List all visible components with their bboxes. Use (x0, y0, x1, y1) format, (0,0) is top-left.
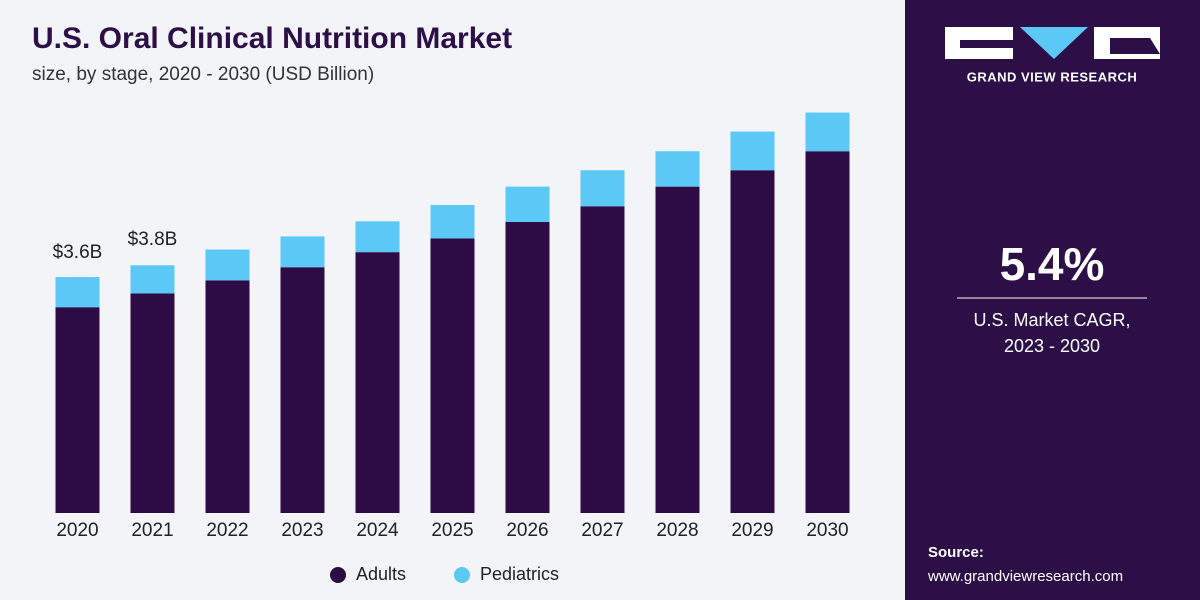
total-label: $3.6B (53, 242, 103, 263)
bar-segment (205, 280, 250, 513)
legend-label: Pediatrics (480, 564, 559, 584)
bar-segment (505, 222, 550, 514)
bar-segment (280, 267, 325, 513)
x-tick-label: 2021 (131, 520, 173, 541)
x-tick-label: 2023 (281, 520, 323, 541)
logo (945, 27, 1160, 59)
source-label: Source: (928, 544, 984, 561)
bar-segment (805, 112, 850, 152)
bar-segment (130, 265, 175, 294)
legend-label: Adults (356, 564, 406, 584)
logo-mark (1110, 38, 1160, 54)
bar-segment (355, 252, 400, 513)
bar-segment (805, 151, 850, 513)
bar-segment (280, 236, 325, 268)
x-tick-label: 2026 (506, 520, 548, 541)
legend-marker (454, 567, 470, 583)
logo-mark (960, 40, 1013, 48)
bar-segment (130, 293, 175, 513)
logo-mark (1020, 27, 1088, 59)
x-tick-label: 2027 (581, 520, 623, 541)
x-tick-label: 2028 (656, 520, 698, 541)
cagr-label: 2023 - 2030 (1004, 336, 1100, 356)
cagr-value: 5.4% (1000, 238, 1105, 290)
brand: GRAND VIEW RESEARCH (967, 69, 1138, 84)
bar-segment (655, 151, 700, 187)
x-tick-label: 2030 (806, 520, 848, 541)
legend-marker (330, 567, 346, 583)
bar-segment (505, 186, 550, 223)
x-tick-label: 2029 (731, 520, 773, 541)
x-tick-label: 2020 (56, 520, 98, 541)
bar-segment (580, 206, 625, 513)
bar-segment (355, 221, 400, 253)
total-label: $3.8B (128, 229, 178, 250)
chart-title: U.S. Oral Clinical Nutrition Market (32, 22, 512, 55)
sidebar (905, 0, 1200, 600)
bar-segment (430, 238, 475, 513)
bar-segment (430, 204, 475, 239)
source: www.grandviewresearch.com (927, 568, 1123, 585)
bar-segment (730, 170, 775, 514)
bar-segment (580, 170, 625, 207)
x-tick-label: 2022 (206, 520, 248, 541)
cagr-label: U.S. Market CAGR, (973, 310, 1130, 330)
x-tick-label: 2024 (356, 520, 399, 541)
chart-subtitle: size, by stage, 2020 - 2030 (USD Billion… (32, 64, 374, 85)
bar-segment (55, 277, 100, 308)
bar-segment (55, 307, 100, 513)
x-tick-label: 2025 (431, 520, 473, 541)
bar-segment (655, 186, 700, 513)
bar-segment (730, 131, 775, 171)
bar-segment (205, 249, 250, 281)
